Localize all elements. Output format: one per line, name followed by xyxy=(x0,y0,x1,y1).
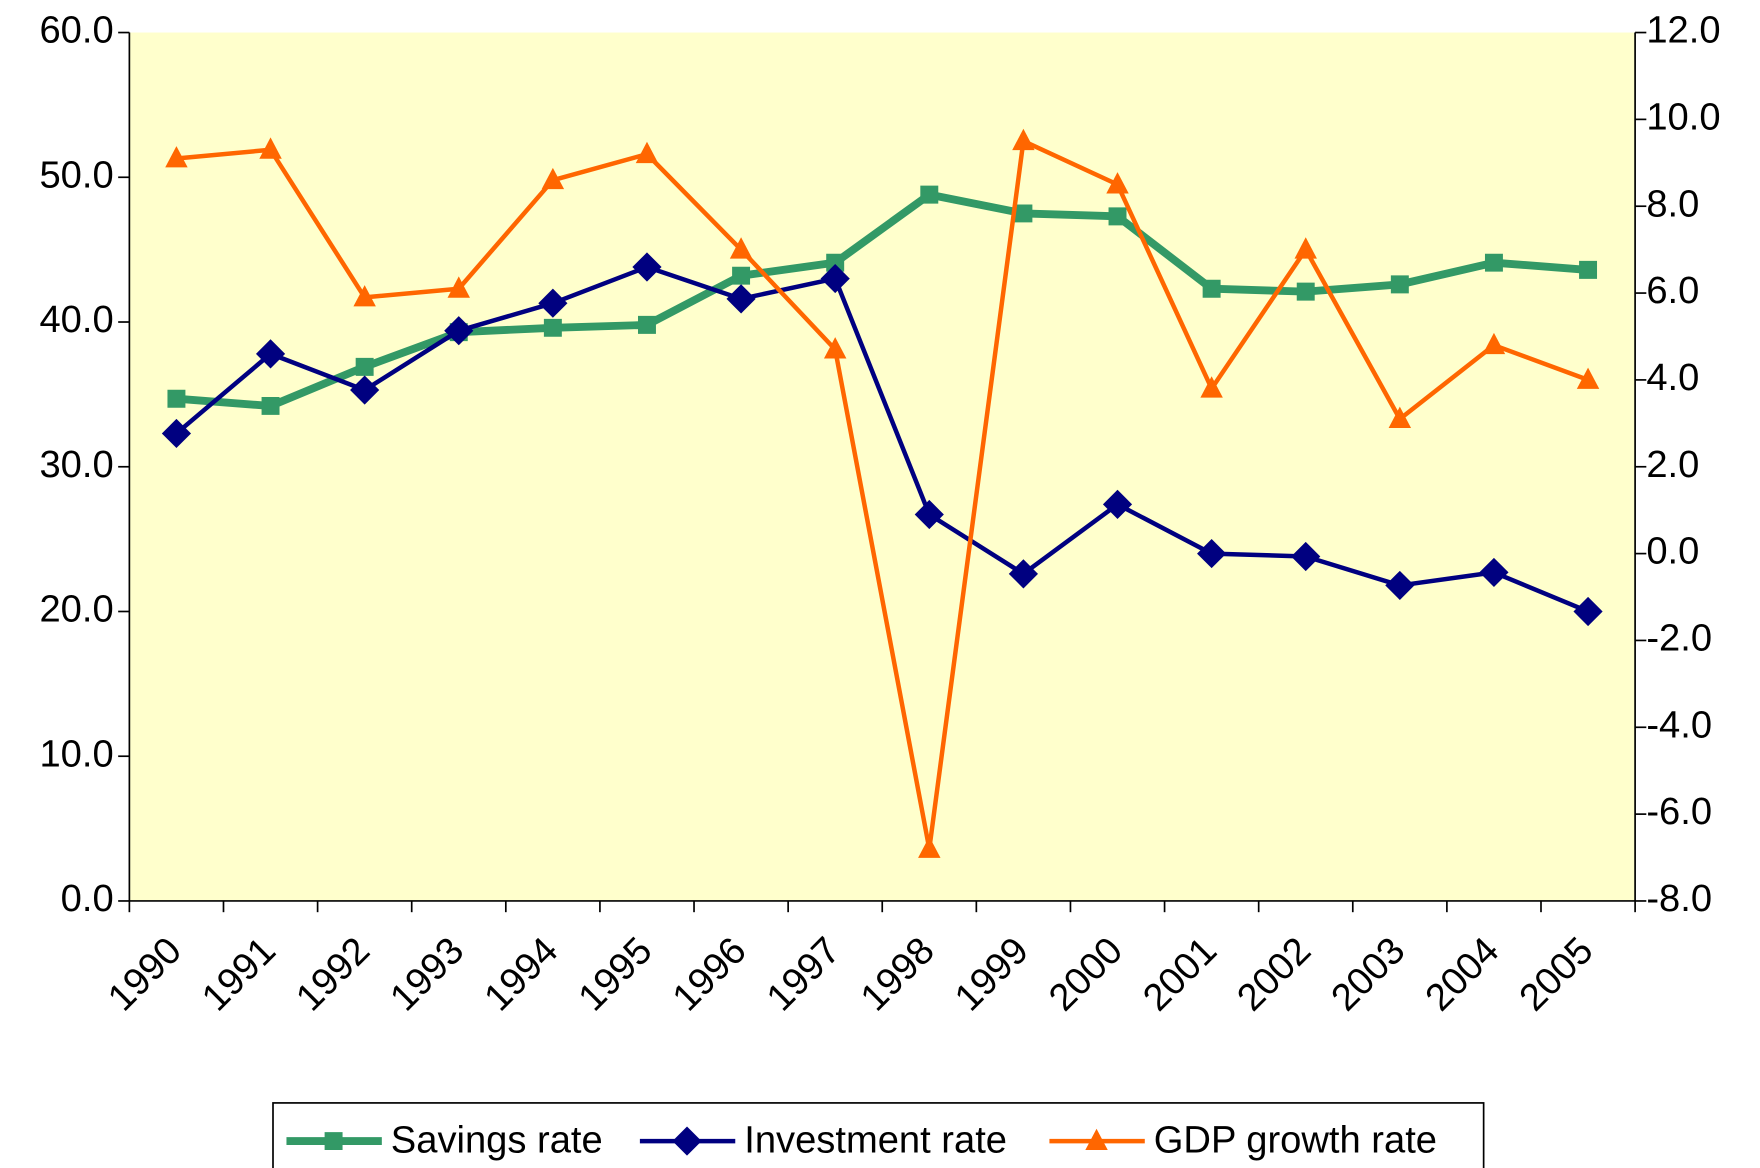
data-point xyxy=(918,836,941,858)
y2-tick-label: 2.0 xyxy=(1646,443,1699,486)
y-tick-label: 40.0 xyxy=(39,298,113,341)
y2-tick-label: 4.0 xyxy=(1646,356,1699,399)
legend-label: Savings rate xyxy=(391,1118,603,1161)
legend-label: GDP growth rate xyxy=(1154,1118,1437,1161)
data-point xyxy=(1576,367,1600,389)
y2-tick-label: 10.0 xyxy=(1646,95,1720,138)
data-point xyxy=(920,185,939,204)
data-point xyxy=(261,396,280,415)
legend-marker xyxy=(672,1126,702,1156)
x-tick-label: 1998 xyxy=(852,929,942,1019)
plot-area xyxy=(129,32,1636,901)
data-point xyxy=(1388,406,1412,428)
data-point xyxy=(635,141,659,164)
y2-tick-label: -8.0 xyxy=(1646,877,1712,920)
data-point xyxy=(1202,279,1221,298)
y2-tick-label: 12.0 xyxy=(1646,9,1720,52)
x-tick-label: 1999 xyxy=(947,929,1037,1019)
data-point xyxy=(1296,282,1315,301)
data-point xyxy=(1197,539,1227,569)
y2-tick-label: -2.0 xyxy=(1646,617,1712,660)
x-tick-label: 2002 xyxy=(1229,929,1319,1019)
series-line xyxy=(176,138,1589,852)
x-tick-label: 1990 xyxy=(100,929,190,1019)
data-point xyxy=(732,266,751,285)
y-tick-label: 20.0 xyxy=(39,588,113,631)
y2-tick-label: 6.0 xyxy=(1646,269,1699,312)
data-point xyxy=(538,288,568,318)
data-point xyxy=(1390,275,1409,294)
x-tick-label: 1993 xyxy=(382,929,472,1019)
series-line xyxy=(176,190,1589,410)
x-tick-label: 2005 xyxy=(1511,929,1601,1019)
x-tick-label: 2003 xyxy=(1323,929,1413,1019)
data-point xyxy=(353,285,376,307)
data-point xyxy=(447,276,470,298)
data-point xyxy=(823,337,847,359)
y-tick-label: 0.0 xyxy=(61,877,114,920)
data-point xyxy=(1482,332,1506,355)
data-point xyxy=(729,237,753,259)
data-point xyxy=(826,253,845,272)
series-line xyxy=(174,264,1589,614)
y-tick-label: 50.0 xyxy=(39,153,113,196)
y2-tick-label: -6.0 xyxy=(1646,790,1712,833)
y2-tick-label: 0.0 xyxy=(1646,530,1699,573)
data-point xyxy=(726,284,756,314)
legend-marker xyxy=(324,1132,343,1151)
x-tick-label: 1991 xyxy=(194,929,284,1019)
data-point xyxy=(820,264,850,294)
y-tick-label: 60.0 xyxy=(39,9,113,52)
x-tick-label: 1994 xyxy=(476,929,566,1019)
data-point xyxy=(165,146,188,168)
data-point xyxy=(1102,489,1133,519)
data-point xyxy=(255,339,286,369)
y-tick-label: 30.0 xyxy=(39,443,113,486)
data-point xyxy=(1012,128,1035,151)
data-point xyxy=(1291,541,1321,572)
y-tick-label: 10.0 xyxy=(39,732,113,775)
data-point xyxy=(167,389,186,408)
data-point xyxy=(1014,204,1033,223)
data-point xyxy=(543,318,562,337)
data-point xyxy=(1200,376,1223,398)
legend-label: Investment rate xyxy=(744,1118,1007,1161)
data-point xyxy=(541,167,565,190)
y2-tick-label: -4.0 xyxy=(1646,703,1712,746)
data-point xyxy=(161,418,192,449)
data-point xyxy=(1106,172,1129,194)
legend-marker xyxy=(1085,1128,1108,1151)
x-tick-label: 1995 xyxy=(570,929,660,1019)
x-tick-label: 2004 xyxy=(1417,929,1507,1019)
data-point xyxy=(637,315,656,334)
data-point xyxy=(444,316,474,346)
x-tick-label: 1997 xyxy=(758,929,848,1019)
data-point xyxy=(1385,570,1415,601)
data-point xyxy=(259,137,282,159)
x-tick-label: 1996 xyxy=(664,929,754,1019)
data-point xyxy=(355,357,374,376)
y2-tick-label: 8.0 xyxy=(1646,182,1699,225)
x-tick-label: 2001 xyxy=(1135,929,1225,1019)
data-point xyxy=(1294,237,1317,259)
x-tick-label: 1992 xyxy=(288,929,378,1019)
data-point xyxy=(1008,559,1038,589)
data-point xyxy=(1484,253,1503,272)
data-point xyxy=(1579,260,1598,279)
data-point xyxy=(1108,207,1127,226)
legend xyxy=(272,1102,1485,1168)
x-tick-label: 2000 xyxy=(1041,929,1131,1019)
